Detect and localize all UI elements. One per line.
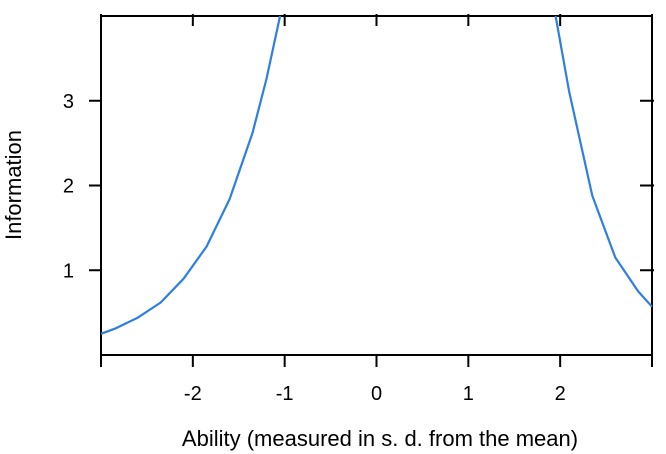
- y-tick-label: 2: [63, 176, 74, 198]
- plot-border: [100, 15, 653, 356]
- x-axis-label: Ability (measured in s. d. from the mean…: [182, 426, 578, 451]
- information-curve-segment: [554, 15, 653, 308]
- y-tick-label: 3: [63, 91, 74, 113]
- plot-frame: [100, 15, 653, 356]
- x-tick-label: 0: [371, 383, 382, 405]
- y-tick-label: 1: [63, 260, 74, 282]
- x-axis-ticks: -2 -1 0 1 2: [100, 14, 653, 405]
- x-tick-label: 1: [463, 383, 474, 405]
- x-tick-label: 2: [555, 383, 566, 405]
- information-curve-segment: [100, 15, 282, 335]
- y-axis-ticks: 1 2 3: [63, 91, 654, 282]
- x-tick-label: -2: [184, 383, 202, 405]
- y-axis-label: Information: [1, 130, 26, 240]
- x-tick-label: -1: [276, 383, 294, 405]
- series-lines: [100, 15, 653, 335]
